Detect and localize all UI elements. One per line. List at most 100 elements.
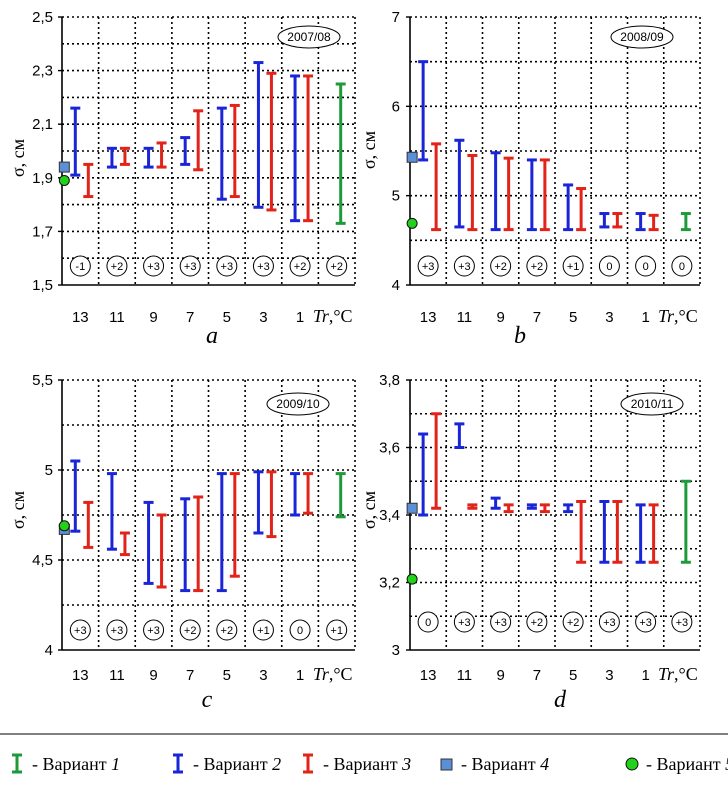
variant-3-bar: [539, 158, 550, 232]
variant-2-bar: [216, 106, 227, 201]
shift-badge-label: +2: [184, 625, 197, 637]
legend-label-number: 4: [540, 754, 549, 774]
x-tick-label: 11: [457, 309, 473, 326]
variant-2-bar: [253, 61, 264, 209]
season-label: 2008/09: [620, 30, 664, 44]
legend-label-number: 3: [401, 754, 411, 774]
y-tick-label: 3,2: [379, 575, 400, 592]
variant-3-bar: [467, 503, 478, 510]
shift-badge-label: 0: [606, 261, 612, 273]
legend-label-number: 2: [272, 754, 281, 774]
x-axis-label: Tr,°C: [313, 664, 353, 684]
shift-badge: [417, 255, 439, 277]
variant-3-bar: [303, 74, 314, 223]
variant-2-bar: [599, 500, 610, 564]
x-axis-label-unit: ,°C: [329, 306, 353, 326]
legend-label-number: 1: [111, 754, 120, 774]
x-tick-label: 13: [420, 667, 437, 684]
x-tick-label: 7: [186, 667, 194, 684]
y-tick-label: 5: [45, 462, 53, 479]
x-axis-label-var: Tr: [658, 664, 675, 684]
x-tick-label: 1: [641, 309, 649, 326]
x-axis-label-unit: ,°C: [674, 664, 698, 684]
variant-3-bar: [193, 109, 204, 172]
variant-5-point: [406, 217, 418, 229]
x-tick-label: 3: [259, 667, 267, 684]
legend-label-sep: -: [323, 754, 334, 774]
x-tick-label: 1: [296, 667, 304, 684]
x-axis-label-unit: ,°C: [329, 664, 353, 684]
variant-2-bar: [490, 496, 501, 510]
shift-badge: [216, 255, 238, 277]
season-label: 2010/11: [631, 397, 674, 411]
panel-d: 3 3,2 3,4 3,6 3,8 σ, см 13 11 9 7 5 3 1 Tr,°C d 2010/11…: [359, 372, 701, 713]
variant-3-bar: [119, 146, 130, 166]
shift-badge: [252, 255, 274, 277]
x-tick-label: 11: [109, 309, 125, 326]
y-tick-label: 1,9: [32, 170, 53, 187]
variant-2-bar: [418, 60, 429, 162]
variant-2-bar: [70, 106, 81, 177]
shift-badge: [526, 611, 548, 633]
variant-3-bar: [83, 162, 94, 199]
shift-badge-label: 0: [297, 625, 303, 637]
x-tick-label: 5: [569, 667, 577, 684]
shift-badge-label: 0: [643, 261, 649, 273]
shift-badge-label: +2: [294, 261, 307, 273]
shift-badge: [635, 611, 657, 633]
variant-2-bar: [180, 497, 191, 593]
variant-3-bar: [503, 503, 514, 514]
shift-badge: [252, 619, 274, 641]
variant-3-bar: [156, 513, 167, 589]
panel-letter: c: [202, 687, 213, 713]
y-tick-label: 3: [392, 642, 400, 659]
y-axis-label: σ, см: [359, 131, 379, 169]
shift-badge-label: +3: [257, 261, 270, 273]
panel-letter: d: [554, 687, 567, 713]
shift-badge: [326, 619, 348, 641]
shift-badge: [106, 255, 128, 277]
legend-label-word: Вариант: [204, 754, 273, 774]
x-axis-label: Tr,°C: [313, 306, 353, 326]
variant-2-bar: [143, 146, 154, 169]
y-tick-label: 2,1: [32, 116, 53, 133]
panel-letter: a: [206, 323, 218, 349]
legend-item-variant-4: - Вариант 4: [440, 754, 549, 774]
variant-2-bar: [106, 472, 117, 551]
shift-badge-label: +3: [603, 617, 616, 629]
shift-badge-label: +3: [184, 261, 197, 273]
legend-item-variant-2: - Вариант 2: [173, 753, 281, 774]
y-tick-label: 4: [45, 642, 53, 659]
season-badge: [277, 25, 341, 49]
season-badge: [610, 25, 674, 49]
legend-label-sep: -: [461, 754, 472, 774]
shift-badge-label: +3: [221, 261, 234, 273]
shift-badge-label: +2: [567, 617, 580, 629]
x-tick-label: 1: [296, 309, 304, 326]
legend-label-word: Вариант: [334, 754, 403, 774]
variant-2-bar: [418, 432, 429, 517]
variant-3-bar: [266, 71, 277, 212]
y-tick-label: 4: [392, 277, 400, 294]
panel-a: 1,5 1,7 1,9 2,1 2,3 2,5 σ, см 13 11 9 7 5 3 1 Tr,°C a 20…: [8, 9, 356, 349]
x-tick-label: 7: [533, 667, 541, 684]
y-tick-label: 4,5: [32, 552, 53, 569]
legend-circle-icon: [625, 757, 639, 771]
shift-badge-label: +3: [111, 625, 124, 637]
legend-label-word: Вариант: [472, 754, 541, 774]
variant-3-bar: [156, 141, 167, 169]
legend-label: - Вариант 2: [193, 754, 281, 774]
shift-badge-label: 0: [425, 617, 431, 629]
variant-2-bar: [526, 503, 537, 510]
shift-badge: [635, 255, 657, 277]
variant-3-bar: [193, 495, 204, 593]
shift-badge: [671, 611, 693, 633]
variant-2-bar: [290, 74, 301, 223]
y-tick-label: 2,5: [32, 9, 53, 26]
y-tick-label: 5,5: [32, 372, 53, 389]
x-tick-label: 9: [496, 667, 504, 684]
shift-badge: [562, 255, 584, 277]
shift-badge: [179, 619, 201, 641]
variant-2-bar: [70, 459, 81, 533]
variant-3-bar: [303, 472, 314, 515]
